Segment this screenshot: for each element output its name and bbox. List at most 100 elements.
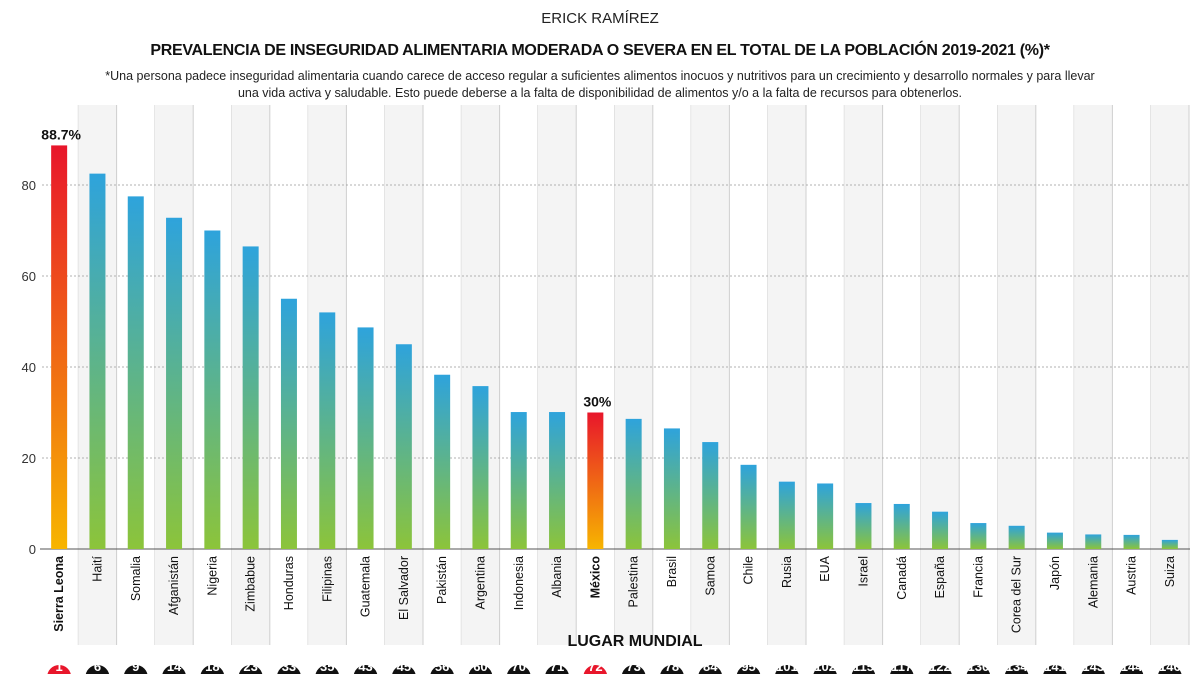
data-label: 30% bbox=[583, 394, 612, 410]
bar-el-salvador bbox=[395, 344, 412, 549]
category-label: Argentina bbox=[473, 556, 487, 610]
rank-circle bbox=[890, 665, 914, 674]
footnote: *Una persona padece inseguridad alimenta… bbox=[105, 69, 1095, 100]
rank-label: 130 bbox=[967, 659, 989, 674]
rank-circle bbox=[47, 665, 71, 674]
rank-circle bbox=[124, 665, 148, 674]
column-stripe bbox=[461, 105, 500, 645]
bar-nigeria bbox=[204, 230, 221, 549]
bar-zimbabue bbox=[242, 246, 259, 550]
bar-suiza bbox=[1161, 539, 1178, 549]
rank-label: 84 bbox=[703, 659, 718, 674]
category-label: Austria bbox=[1125, 556, 1139, 595]
rank-circle bbox=[468, 665, 493, 674]
rank-circle bbox=[660, 665, 684, 674]
category-label: Sierra Leona bbox=[52, 555, 66, 632]
category-label: Pakistán bbox=[435, 556, 449, 604]
column-stripe bbox=[767, 105, 806, 645]
rank-circle bbox=[85, 665, 110, 674]
category-label: Suiza bbox=[1163, 556, 1177, 587]
rank-circle bbox=[1005, 665, 1029, 674]
rank-circle bbox=[430, 665, 454, 674]
chart-title: PREVALENCIA DE INSEGURIDAD ALIMENTARIA M… bbox=[150, 42, 1050, 59]
column-stripe bbox=[844, 105, 883, 645]
bar-españa bbox=[932, 511, 949, 549]
rank-label: 72 bbox=[588, 659, 602, 674]
rank-circle bbox=[1081, 665, 1105, 674]
rank-label: 101 bbox=[776, 659, 798, 674]
rank-circle bbox=[583, 665, 607, 674]
rank-label: 1 bbox=[56, 659, 63, 674]
rank-circle bbox=[928, 665, 952, 674]
bar-canadá bbox=[893, 503, 910, 549]
rank-label: 141 bbox=[1044, 659, 1066, 674]
rank-circle bbox=[1043, 665, 1067, 674]
rank-label: 56 bbox=[435, 659, 449, 674]
rank-circle bbox=[392, 665, 416, 674]
bar-eua bbox=[817, 483, 834, 549]
column-stripe bbox=[537, 105, 577, 645]
category-label: Haití bbox=[90, 555, 104, 581]
rank-label: 71 bbox=[550, 659, 564, 674]
rank-circle bbox=[507, 665, 531, 674]
rank-label: 14 bbox=[167, 659, 182, 674]
category-label: Afganistán bbox=[167, 556, 181, 615]
bar-israel bbox=[855, 503, 872, 549]
rank-circle bbox=[315, 665, 339, 674]
rank-circle bbox=[775, 665, 799, 674]
bar-chile bbox=[740, 464, 757, 549]
bar-afganistán bbox=[166, 217, 183, 549]
bar-alemania bbox=[1085, 534, 1102, 549]
category-label: Honduras bbox=[282, 556, 296, 610]
category-label: Corea del Sur bbox=[1010, 556, 1024, 633]
rank-label: 70 bbox=[512, 659, 526, 674]
rank-label: 144 bbox=[1121, 659, 1143, 674]
bar-palestina bbox=[625, 418, 642, 549]
column-stripe bbox=[1074, 105, 1113, 645]
rank-label: 60 bbox=[473, 659, 487, 674]
category-label: Canadá bbox=[895, 556, 909, 600]
bar-argentina bbox=[472, 386, 489, 549]
y-tick-label: 0 bbox=[29, 542, 36, 557]
category-label: España bbox=[933, 556, 947, 598]
rank-label: 9 bbox=[132, 659, 139, 674]
author: ERICK RAMÍREZ bbox=[541, 10, 659, 27]
bar-albania bbox=[549, 412, 566, 549]
rank-circle bbox=[545, 665, 569, 674]
bar-sierra-leona bbox=[51, 145, 68, 550]
rank-label: 122 bbox=[929, 659, 951, 674]
category-label: Francia bbox=[971, 556, 985, 598]
category-label: Israel bbox=[856, 556, 870, 587]
bar-pakistán bbox=[434, 374, 451, 549]
rank-circle bbox=[1119, 665, 1144, 674]
bar-francia bbox=[970, 523, 987, 549]
rank-label: 134 bbox=[1006, 659, 1028, 674]
rank-label: 143 bbox=[1082, 659, 1104, 674]
column-stripe bbox=[997, 105, 1036, 645]
y-tick-label: 40 bbox=[22, 360, 36, 375]
bar-rusia bbox=[778, 481, 795, 549]
bar-japón bbox=[1046, 532, 1063, 549]
rank-label: 78 bbox=[665, 659, 679, 674]
category-label: Nigeria bbox=[205, 556, 219, 596]
rank-circle bbox=[353, 665, 378, 674]
rank-label: 35 bbox=[320, 659, 334, 674]
category-label: Indonesia bbox=[512, 556, 526, 610]
rank-circle bbox=[966, 665, 990, 674]
rank-circle bbox=[200, 665, 224, 674]
bar-samoa bbox=[702, 442, 719, 549]
rank-label: 115 bbox=[853, 659, 874, 674]
category-label: Brasil bbox=[665, 556, 679, 587]
bar-indonesia bbox=[510, 412, 527, 549]
data-label: 88.7% bbox=[41, 126, 81, 142]
rank-label: 18 bbox=[205, 659, 219, 674]
category-label: Filipinas bbox=[320, 556, 334, 602]
category-label: Alemania bbox=[1086, 556, 1100, 608]
rank-label: 6 bbox=[94, 659, 101, 674]
bar-austria bbox=[1123, 534, 1140, 549]
category-label: Palestina bbox=[627, 556, 641, 607]
category-label: Somalia bbox=[129, 556, 143, 601]
rank-circle bbox=[162, 665, 186, 674]
category-label: Chile bbox=[742, 556, 756, 585]
category-label: Japón bbox=[1048, 556, 1062, 590]
